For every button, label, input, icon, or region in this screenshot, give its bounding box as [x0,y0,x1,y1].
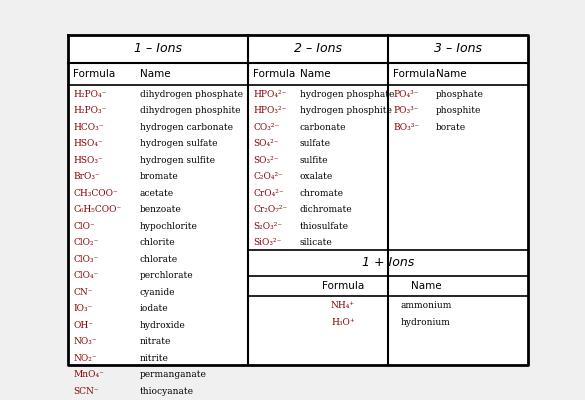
Text: dihydrogen phosphite: dihydrogen phosphite [140,106,240,115]
Text: nitrate: nitrate [140,337,171,346]
Text: hydrogen phosphate: hydrogen phosphate [300,90,394,98]
Bar [68,35,528,365]
Text: Name: Name [436,69,467,79]
Text: BrO₃⁻: BrO₃⁻ [73,172,100,181]
Text: H₂PO₄⁻: H₂PO₄⁻ [73,90,106,98]
Text: hydrogen sulfite: hydrogen sulfite [140,156,215,164]
Text: carbonate: carbonate [300,122,346,132]
Text: H₃O⁺: H₃O⁺ [331,318,355,327]
Text: acetate: acetate [140,188,174,198]
Text: oxalate: oxalate [300,172,333,181]
Text: NO₂⁻: NO₂⁻ [73,354,97,362]
Text: NH₄⁺: NH₄⁺ [331,302,355,310]
Text: cyanide: cyanide [140,288,176,296]
Text: nitrite: nitrite [140,354,169,362]
Text: hypochlorite: hypochlorite [140,222,198,230]
Text: iodate: iodate [140,304,168,313]
Text: ClO₃⁻: ClO₃⁻ [73,254,98,264]
Text: PO₄³⁻: PO₄³⁻ [393,90,418,98]
Text: chlorite: chlorite [140,238,176,247]
Text: IO₃⁻: IO₃⁻ [73,304,92,313]
Text: C₆H₅COO⁻: C₆H₅COO⁻ [73,205,121,214]
Text: perchlorate: perchlorate [140,271,194,280]
Text: benzoate: benzoate [140,205,182,214]
Text: NO₃⁻: NO₃⁻ [73,337,97,346]
Text: hydrogen phosphite: hydrogen phosphite [300,106,392,115]
Text: PO₃³⁻: PO₃³⁻ [393,106,418,115]
Text: hydrogen sulfate: hydrogen sulfate [140,139,218,148]
Text: thiocyanate: thiocyanate [140,386,194,396]
Text: HSO₃⁻: HSO₃⁻ [73,156,103,164]
Text: SCN⁻: SCN⁻ [73,386,99,396]
Text: Formula: Formula [253,69,295,79]
Text: HPO₄²⁻: HPO₄²⁻ [253,90,287,98]
Text: bromate: bromate [140,172,179,181]
Text: HCO₃⁻: HCO₃⁻ [73,122,104,132]
Text: dichromate: dichromate [300,205,353,214]
Text: hydronium: hydronium [401,318,451,327]
Text: ClO⁻: ClO⁻ [73,222,95,230]
Text: dihydrogen phosphate: dihydrogen phosphate [140,90,243,98]
Text: HSO₄⁻: HSO₄⁻ [73,139,103,148]
Text: OH⁻: OH⁻ [73,320,93,330]
Text: hydroxide: hydroxide [140,320,186,330]
Text: ClO₂⁻: ClO₂⁻ [73,238,98,247]
Text: Formula: Formula [73,69,115,79]
Text: Cr₂O₇²⁻: Cr₂O₇²⁻ [253,205,287,214]
Text: phosphate: phosphate [436,90,484,98]
Text: phosphite: phosphite [436,106,481,115]
Text: Formula: Formula [322,281,364,291]
Text: SO₃²⁻: SO₃²⁻ [253,156,278,164]
Text: SiO₃²⁻: SiO₃²⁻ [253,238,281,247]
Text: Name: Name [411,281,441,291]
Text: Name: Name [140,69,171,79]
Text: SO₄²⁻: SO₄²⁻ [253,139,278,148]
Text: MnO₄⁻: MnO₄⁻ [73,370,104,379]
Text: CH₃COO⁻: CH₃COO⁻ [73,188,118,198]
Text: 3 – Ions: 3 – Ions [434,42,482,56]
Text: 1 – Ions: 1 – Ions [134,42,182,56]
Text: BO₃³⁻: BO₃³⁻ [393,122,419,132]
Text: HPO₃²⁻: HPO₃²⁻ [253,106,287,115]
Text: thiosulfate: thiosulfate [300,222,349,230]
Text: 1 + Ions: 1 + Ions [362,256,414,270]
Text: H₂PO₃⁻: H₂PO₃⁻ [73,106,106,115]
Text: ammonium: ammonium [400,302,452,310]
Text: silicate: silicate [300,238,333,247]
Text: CN⁻: CN⁻ [73,288,92,296]
Text: sulfite: sulfite [300,156,329,164]
Text: chlorate: chlorate [140,254,178,264]
Text: ClO₄⁻: ClO₄⁻ [73,271,98,280]
Text: permanganate: permanganate [140,370,207,379]
Text: 2 – Ions: 2 – Ions [294,42,342,56]
Text: CO₃²⁻: CO₃²⁻ [253,122,279,132]
Text: CrO₄²⁻: CrO₄²⁻ [253,188,284,198]
Text: hydrogen carbonate: hydrogen carbonate [140,122,233,132]
Text: sulfate: sulfate [300,139,331,148]
Text: borate: borate [436,122,466,132]
Text: C₂O₄²⁻: C₂O₄²⁻ [253,172,283,181]
Text: chromate: chromate [300,188,344,198]
Text: Name: Name [300,69,331,79]
Text: Formula: Formula [393,69,435,79]
Text: S₂O₃²⁻: S₂O₃²⁻ [253,222,282,230]
